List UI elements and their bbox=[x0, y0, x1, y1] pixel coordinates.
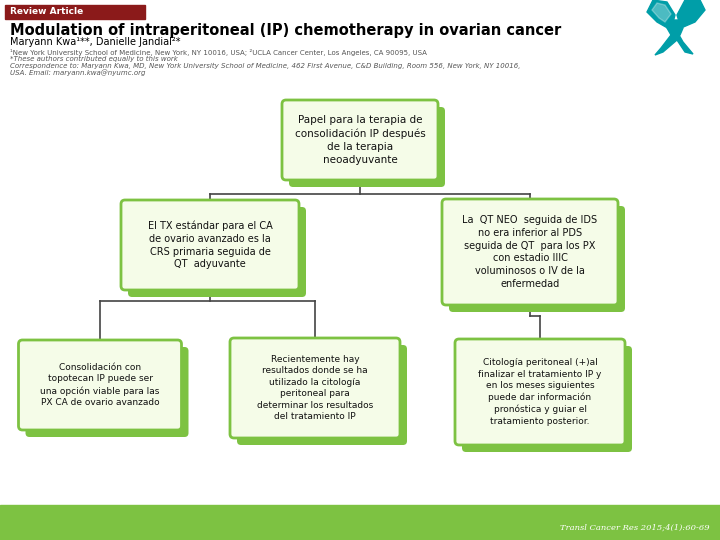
Text: ¹New York University School of Medicine, New York, NY 10016, USA; ²UCLA Cancer C: ¹New York University School of Medicine,… bbox=[10, 49, 427, 56]
Bar bbox=[0, 505, 720, 540]
FancyBboxPatch shape bbox=[289, 107, 445, 187]
Text: Correspondence to: Maryann Kwa, MD, New York University School of Medicine, 462 : Correspondence to: Maryann Kwa, MD, New … bbox=[10, 63, 521, 69]
FancyBboxPatch shape bbox=[449, 206, 625, 312]
Text: Review Article: Review Article bbox=[10, 8, 84, 17]
Text: *These authors contributed equally to this work: *These authors contributed equally to th… bbox=[10, 56, 178, 62]
Text: Recientemente hay
resultados donde se ha
utilizado la citología
peritoneal para
: Recientemente hay resultados donde se ha… bbox=[257, 355, 373, 421]
FancyBboxPatch shape bbox=[121, 200, 299, 290]
Text: Consolidación con
topotecan IP puede ser
una opción viable para las
PX CA de ova: Consolidación con topotecan IP puede ser… bbox=[40, 363, 160, 407]
FancyBboxPatch shape bbox=[237, 345, 407, 445]
Text: USA. Email: maryann.kwa@nyumc.org: USA. Email: maryann.kwa@nyumc.org bbox=[10, 70, 145, 76]
Polygon shape bbox=[655, 35, 679, 55]
FancyBboxPatch shape bbox=[19, 340, 181, 430]
FancyBboxPatch shape bbox=[282, 100, 438, 180]
FancyBboxPatch shape bbox=[455, 339, 625, 445]
Text: Citología peritoneal (+)al
finalizar el tratamiento IP y
en los meses siguientes: Citología peritoneal (+)al finalizar el … bbox=[478, 358, 602, 426]
FancyBboxPatch shape bbox=[230, 338, 400, 438]
Polygon shape bbox=[652, 3, 671, 22]
Polygon shape bbox=[647, 0, 675, 30]
FancyBboxPatch shape bbox=[128, 207, 306, 297]
Text: La  QT NEO  seguida de IDS
no era inferior al PDS
seguida de QT  para los PX
con: La QT NEO seguida de IDS no era inferior… bbox=[462, 215, 598, 289]
Text: Papel para la terapia de
consolidación IP después
de la terapia
neoadyuvante: Papel para la terapia de consolidación I… bbox=[294, 116, 426, 165]
FancyBboxPatch shape bbox=[462, 346, 632, 452]
Text: Maryann Kwa¹**, Danielle Jandial²*: Maryann Kwa¹**, Danielle Jandial²* bbox=[10, 37, 181, 47]
FancyBboxPatch shape bbox=[25, 347, 189, 437]
Text: El TX estándar para el CA
de ovario avanzado es la
CRS primaria seguida de
QT  a: El TX estándar para el CA de ovario avan… bbox=[148, 220, 272, 269]
Bar bbox=[5, 5, 145, 19]
Polygon shape bbox=[677, 35, 693, 54]
Text: Modulation of intraperitoneal (IP) chemotherapy in ovarian cancer: Modulation of intraperitoneal (IP) chemo… bbox=[10, 23, 562, 37]
Text: Transl Cancer Res 2015;4(1):60-69: Transl Cancer Res 2015;4(1):60-69 bbox=[560, 524, 710, 532]
Polygon shape bbox=[677, 0, 705, 28]
Polygon shape bbox=[667, 20, 683, 35]
FancyBboxPatch shape bbox=[442, 199, 618, 305]
